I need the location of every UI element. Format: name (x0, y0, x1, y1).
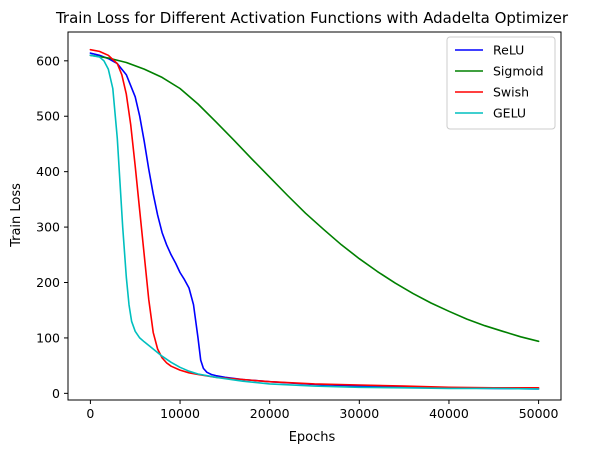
y-tick-label: 400 (36, 164, 60, 179)
x-tick-label: 30000 (339, 406, 379, 421)
plot-frame (67, 31, 562, 401)
y-tick-label: 600 (36, 53, 60, 68)
series-line-swish (89, 48, 540, 389)
y-tick-label: 0 (52, 386, 60, 401)
chart-title: Train Loss for Different Activation Func… (55, 9, 569, 27)
series-line-gelu (89, 54, 540, 390)
legend-label: ReLU (493, 43, 524, 58)
axis-ticks: 0 10000 20000 30000 40000 50000 0 100 200 300 400 5… (36, 53, 558, 421)
y-tick-label: 100 (36, 330, 60, 345)
x-tick-label: 0 (86, 406, 94, 421)
legend: ReLU Sigmoid Swish GELU (446, 36, 556, 130)
x-tick-label: 50000 (519, 406, 559, 421)
series-line-sigmoid (89, 54, 540, 343)
x-tick-label: 40000 (429, 406, 469, 421)
series-lines (89, 48, 540, 390)
legend-label: GELU (493, 106, 526, 121)
legend-box (446, 36, 556, 130)
y-tick-label: 500 (36, 109, 60, 124)
y-tick-label: 200 (36, 275, 60, 290)
legend-label: Sigmoid (493, 64, 544, 79)
x-tick-label: 20000 (250, 406, 290, 421)
y-tick-label: 300 (36, 220, 60, 235)
x-axis-label: Epochs (289, 430, 336, 445)
x-tick-label: 10000 (160, 406, 200, 421)
y-axis-label: Train Loss (9, 183, 24, 248)
legend-label: Swish (493, 85, 529, 100)
